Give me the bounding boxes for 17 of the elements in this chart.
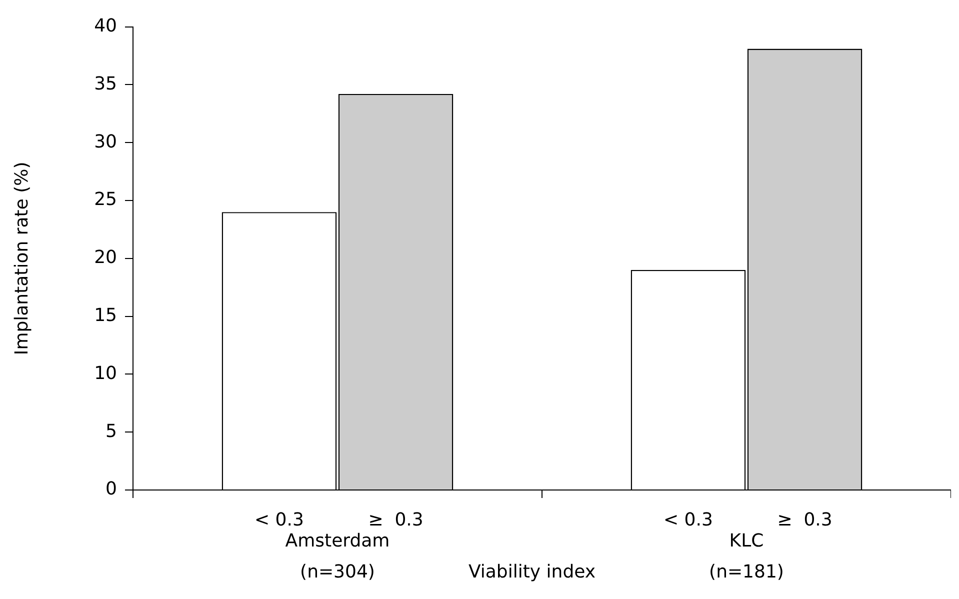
x-axis-title: Viability index: [468, 562, 596, 583]
y-axis-title: Implantation rate (%): [11, 162, 32, 356]
x-tick-label: Amsterdam (n=304): [285, 530, 390, 583]
y-tick-label: 15: [94, 304, 117, 326]
series-label: ≥ 0.3: [368, 510, 424, 531]
y-tick-label: 10: [94, 362, 117, 384]
series-label: < 0.3: [254, 510, 304, 531]
y-tick-label: 0: [106, 478, 117, 500]
text: < 0.3: [664, 510, 713, 531]
y-tick-label: 5: [106, 420, 117, 442]
x-tick-label: KLC (n=181): [709, 530, 784, 583]
y-tick-label: 20: [94, 247, 117, 268]
y-tick-label: 25: [94, 189, 117, 210]
y-tick-label: 40: [94, 15, 117, 36]
y-tick-label: 35: [94, 73, 117, 94]
text: ≥ 0.3: [777, 510, 832, 531]
y-tick-label: 30: [94, 131, 117, 152]
